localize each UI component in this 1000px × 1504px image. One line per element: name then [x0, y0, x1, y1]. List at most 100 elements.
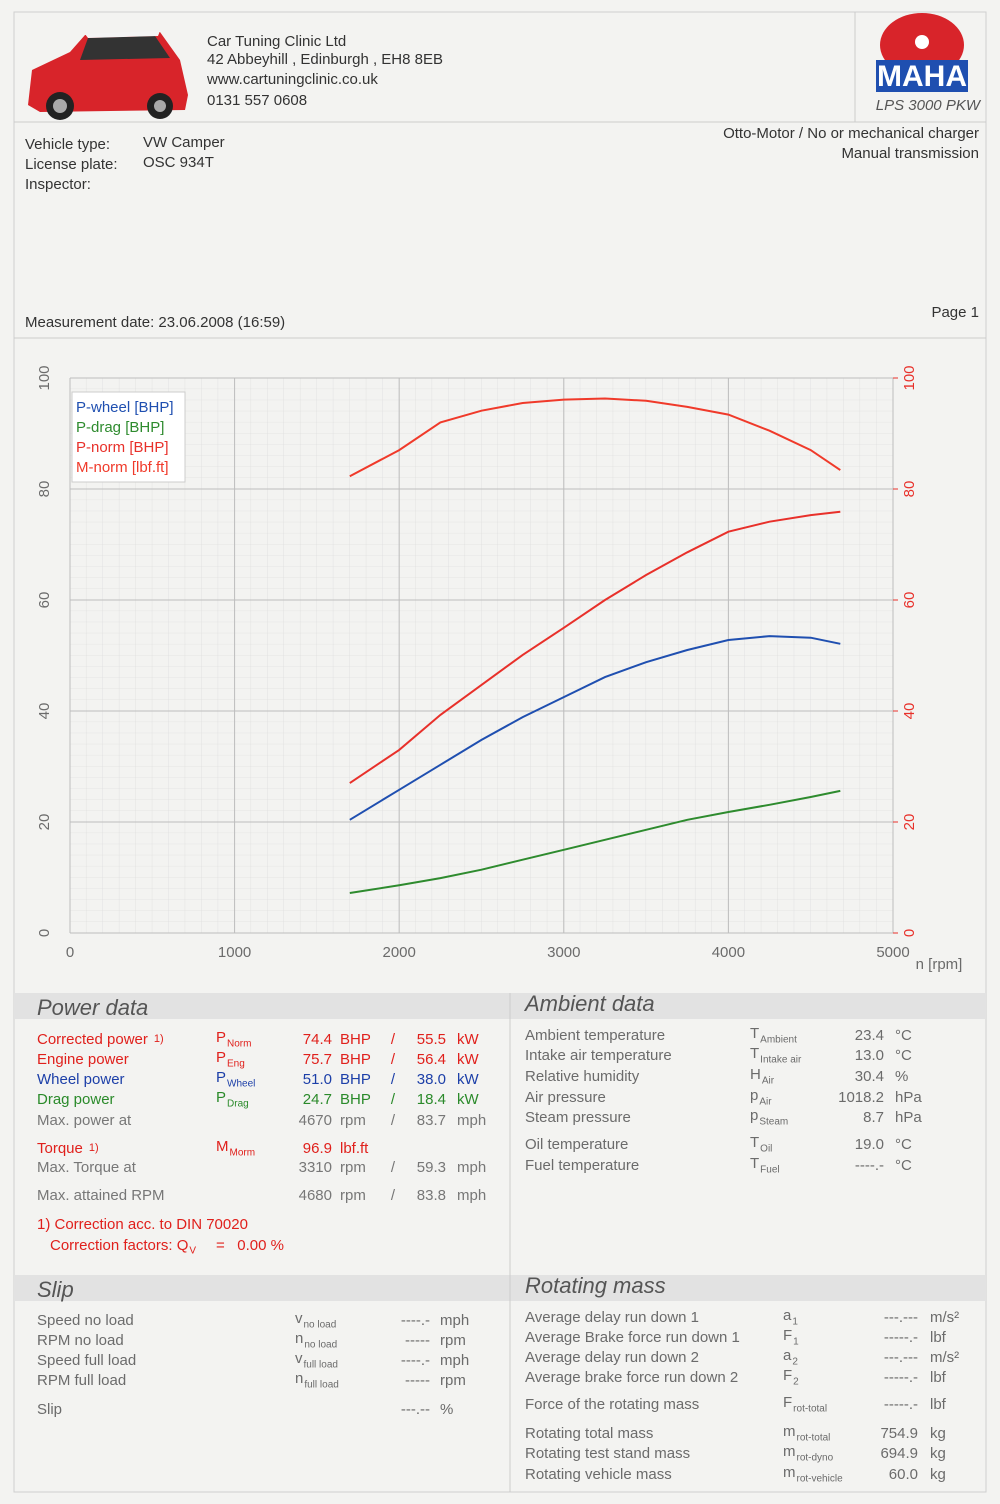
correction-value: = 0.00 %	[216, 1237, 284, 1254]
unit: mph	[440, 1312, 469, 1329]
row-label: Rotating test stand mass	[525, 1445, 690, 1462]
symbol-sub: Norm	[227, 1039, 251, 1050]
legend-box	[71, 391, 186, 483]
value: 83.7	[417, 1112, 446, 1129]
value: -----.-	[884, 1396, 918, 1413]
value: ---.--	[401, 1401, 430, 1418]
value: 30.4	[855, 1068, 884, 1085]
header-web: www.cartuningclinic.co.uk	[206, 71, 378, 88]
symbol: T	[750, 1134, 759, 1151]
symbol: p	[750, 1107, 758, 1124]
symbol: H	[750, 1066, 761, 1083]
unit: mph	[440, 1352, 469, 1369]
y2-tick-label: 0	[901, 929, 918, 937]
value: 38.0	[417, 1071, 446, 1088]
row-label: RPM full load	[37, 1372, 126, 1389]
series-line	[349, 789, 841, 894]
unit: lbf	[930, 1396, 947, 1413]
unit: BHP	[340, 1091, 371, 1108]
row-label: Max. power at	[37, 1112, 132, 1129]
value: 19.0	[855, 1136, 884, 1153]
symbol: m	[783, 1423, 796, 1440]
symbol-sub: Steam	[759, 1117, 788, 1128]
section-title: Ambient data	[523, 991, 655, 1016]
engine-info: Otto-Motor / No or mechanical charger	[723, 125, 979, 142]
symbol-sub: full load	[304, 1360, 338, 1371]
value: 4680	[299, 1187, 332, 1204]
footnote-ref: 1)	[154, 1033, 164, 1045]
symbol-sub: rot-vehicle	[797, 1474, 844, 1485]
value: 23.4	[855, 1027, 884, 1044]
row-label: Force of the rotating mass	[525, 1396, 699, 1413]
symbol: T	[750, 1155, 759, 1172]
section-band	[14, 993, 986, 1019]
value: -----.-	[884, 1369, 918, 1386]
vehicle-value: OSC 934T	[143, 154, 214, 171]
separator: /	[391, 1112, 396, 1129]
unit: °C	[895, 1136, 912, 1153]
row-label: Average delay run down 1	[525, 1309, 699, 1326]
symbol: n	[295, 1330, 303, 1347]
y-tick-label: 0	[36, 929, 53, 937]
logo-text: MAHA	[877, 60, 967, 93]
symbol-sub: 1	[792, 1317, 798, 1328]
row-label: Relative humidity	[525, 1068, 640, 1085]
value: 24.7	[303, 1091, 332, 1108]
symbol-sub: Drag	[227, 1099, 249, 1110]
x-tick-label: 2000	[383, 944, 416, 961]
legend-entry: P-drag [BHP]	[76, 419, 164, 436]
value: 3310	[299, 1159, 332, 1176]
y2-tick-label: 80	[901, 481, 918, 498]
car-image	[28, 31, 188, 120]
symbol: v	[295, 1350, 303, 1367]
value: -----	[405, 1372, 430, 1389]
value: 59.3	[417, 1159, 446, 1176]
row-label: Corrected power	[37, 1031, 148, 1048]
symbol: a	[783, 1307, 792, 1324]
y-tick-label: 40	[36, 703, 53, 720]
value: 754.9	[880, 1425, 918, 1442]
symbol: T	[750, 1025, 759, 1042]
value: 74.4	[303, 1031, 332, 1048]
y2-tick-label: 60	[901, 592, 918, 609]
value: 694.9	[880, 1445, 918, 1462]
y-tick-label: 20	[36, 814, 53, 831]
value: -----	[405, 1332, 430, 1349]
value: 75.7	[303, 1051, 332, 1068]
unit: rpm	[440, 1332, 466, 1349]
symbol: F	[783, 1367, 792, 1384]
frame	[13, 11, 987, 1493]
value: 60.0	[889, 1466, 918, 1483]
symbol-sub: Air	[762, 1076, 775, 1087]
row-label: Drag power	[37, 1091, 115, 1108]
header-phone: 0131 557 0608	[207, 92, 307, 109]
value: 1018.2	[838, 1089, 884, 1106]
unit: hPa	[895, 1109, 922, 1126]
symbol: P	[216, 1069, 226, 1086]
page-number: Page 1	[931, 304, 979, 321]
symbol: m	[783, 1464, 796, 1481]
symbol-sub: Wheel	[227, 1079, 255, 1090]
row-label: Fuel temperature	[525, 1157, 639, 1174]
symbol: P	[216, 1089, 226, 1106]
unit: kg	[930, 1466, 946, 1483]
value: ----.-	[401, 1352, 430, 1369]
row-label: Engine power	[37, 1051, 129, 1068]
engine-info: Manual transmission	[841, 145, 979, 162]
row-label: Rotating total mass	[525, 1425, 653, 1442]
symbol-sub: Oil	[760, 1144, 772, 1155]
section-title: Slip	[37, 1277, 74, 1302]
x-tick-label: 5000	[876, 944, 909, 961]
header-address: 42 Abbeyhill , Edinburgh , EH8 8EB	[207, 51, 443, 68]
symbol-sub: Morm	[230, 1148, 256, 1159]
separator: /	[391, 1031, 396, 1048]
separator: /	[391, 1159, 396, 1176]
y2-tick-label: 40	[901, 703, 918, 720]
separator: /	[391, 1187, 396, 1204]
row-label: Air pressure	[525, 1089, 606, 1106]
y2-tick-label: 100	[901, 365, 918, 390]
y-tick-label: 60	[36, 592, 53, 609]
header-company: Car Tuning Clinic Ltd	[207, 33, 346, 50]
